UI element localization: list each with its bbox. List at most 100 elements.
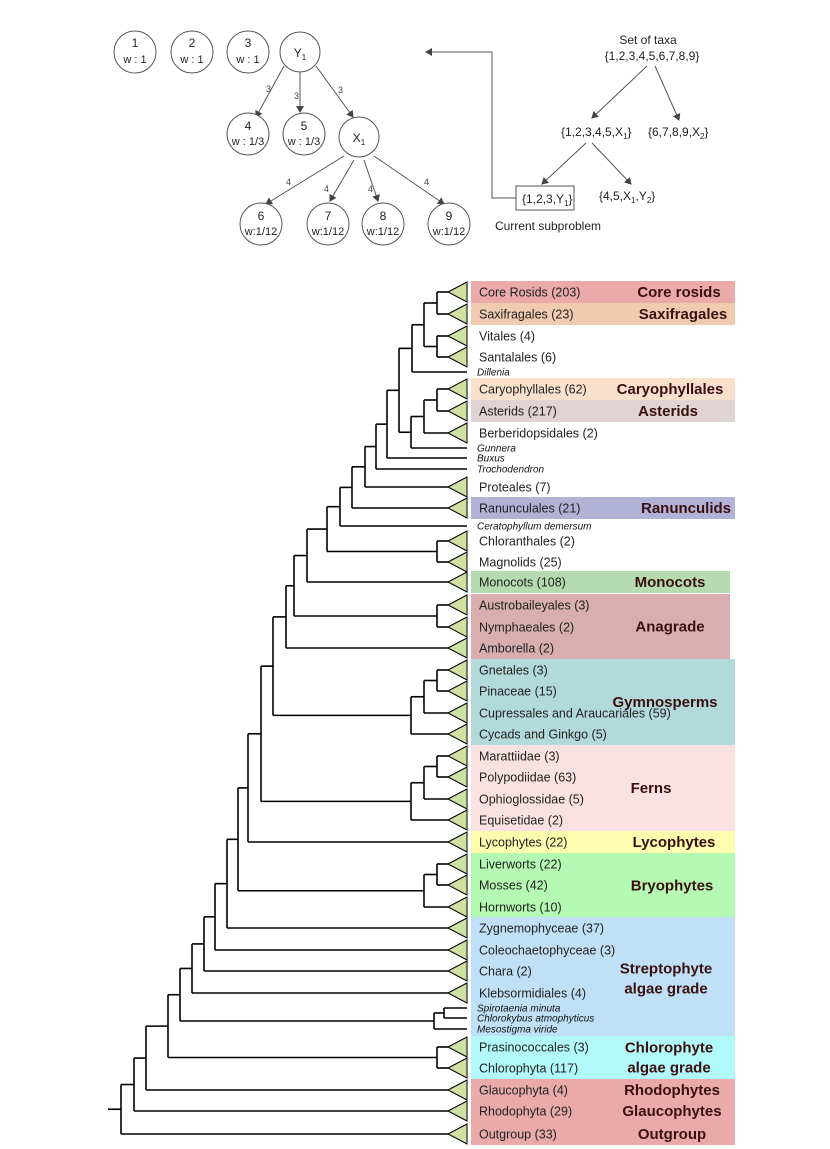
collapsed-clade-triangle [446,745,468,767]
svg-text:3: 3 [245,36,252,50]
collapsed-clade-triangle [446,281,468,303]
svg-text:w : 1/3: w : 1/3 [287,136,320,148]
leaf-label: Vitales (4) [479,330,535,344]
weighted-tree-edge-weights: 3 3 3 4 4 4 4 [266,84,429,194]
leaf-label: Buxus [477,454,505,465]
group-label: Saxifragales [639,306,727,323]
edge-y1-x1 [315,65,354,118]
node-8: 8 w:1/12 [361,202,405,246]
collapsed-clade-triangle [446,809,468,831]
leaf-label: Rhodophyta (29) [479,1105,572,1119]
edge-weight-label: 4 [324,184,329,194]
leaf-label: Coleochaetophyceae (3) [479,944,615,958]
collapsed-clade-triangle [446,723,468,745]
group-label: Caryophyllales [617,381,724,398]
leaf-label: Berberidopsidales (2) [479,427,598,441]
leaf-label: Cycads and Ginkgo (5) [479,728,607,742]
collapsed-clade-triangle [446,702,468,724]
svg-text:w:1/12: w:1/12 [244,226,277,238]
edge-weight-label: 4 [424,177,429,187]
leaf-label: Marattiidae (3) [479,750,560,764]
collapsed-clade-triangle [446,551,468,573]
svg-text:7: 7 [325,209,332,223]
leaf-label: Dillenia [477,368,510,379]
collapsed-clade-triangle [446,476,468,498]
set-right: {6,7,8,9,X2} [648,125,709,141]
svg-text:6: 6 [258,209,265,223]
edge-weight-label: 4 [286,177,291,187]
leaf-label: Asterids (217) [479,405,557,419]
group-band [471,303,735,325]
svg-text:2: 2 [189,36,196,50]
collapsed-clade-triangle [446,831,468,853]
node-6: 6 w:1/12 [239,202,283,246]
edge-weight-label: 4 [368,184,373,194]
group-band [471,853,735,918]
leaf-label: Zygnemophyceae (37) [479,922,604,936]
collapsed-clade-triangle [446,400,468,422]
svg-text:8: 8 [380,209,387,223]
phylogeny-tree [108,291,467,1135]
edge-weight-label: 3 [338,85,343,95]
group-label: Chlorophyte [625,1040,713,1057]
collapsed-clade-triangle [446,874,468,896]
collapsed-clade-triangle [446,378,468,400]
leaf-label: Chlorokybus atmophyticus [477,1014,594,1025]
collapsed-clade-triangle [446,917,468,939]
set-decomposition-diagram: Set of taxa {1,2,3,4,5,6,7,8,9} {1,2,3,4… [425,33,709,233]
group-label: algae grade [624,981,707,998]
group-band [471,831,735,853]
collapsed-clade-triangle [446,680,468,702]
leaf-label: Trochodendron [477,465,545,476]
svg-text:X1: X1 [353,131,366,147]
group-labels: Core rosids Saxifragales Caryophyllales Ast… [612,284,731,1143]
leaf-label: Equisetidae (2) [479,814,563,828]
edge-weight-label: 3 [294,91,299,101]
leaf-label: Pinaceae (15) [479,685,557,699]
collapsed-clade-triangle [446,1100,468,1122]
edge-y1-4 [255,65,285,118]
leaf-label: Saxifragales (23) [479,308,574,322]
group-label: Monocots [635,574,706,591]
edge-x1-9 [373,155,445,205]
node-1: 1 w : 1 [113,30,157,74]
leaf-label: Caryophyllales (62) [479,383,587,397]
leaf-label: Hornworts (10) [479,901,562,915]
group-label: Asterids [638,403,698,420]
node-y1: Y1 [279,31,321,73]
svg-text:w : 1: w : 1 [179,54,203,66]
svg-text:w : 1: w : 1 [122,54,146,66]
group-label: Core rosids [637,284,720,301]
set-all: {1,2,3,4,5,6,7,8,9} [605,49,700,63]
node-9: 9 w:1/12 [427,202,471,246]
collapsed-clade-triangle [446,637,468,659]
collapsed-clade-triangle [446,939,468,961]
leaf-label: Santalales (6) [479,351,556,365]
collapsed-clade-triangles [446,281,468,1145]
collapsed-clade-triangle [446,1057,468,1079]
group-band [471,378,735,400]
svg-text:w:1/12: w:1/12 [432,226,465,238]
leaf-label: Chara (2) [479,965,532,979]
group-band [471,659,735,745]
set-title: Set of taxa [619,33,677,47]
leaf-label: Lycophytes (22) [479,836,567,850]
svg-text:w : 1: w : 1 [235,54,259,66]
leaf-label: Mesostigma viride [477,1025,558,1036]
collapsed-clade-triangle [446,422,468,444]
group-label: Outgroup [638,1126,706,1143]
leaf-label: Mosses (42) [479,879,548,893]
collapsed-clade-triangle [446,616,468,638]
leaf-label: Prasinococcales (3) [479,1041,589,1055]
edge-x1-6 [265,155,345,205]
group-band [471,1036,735,1079]
subproblem-a: {1,2,3,Y1} [522,192,573,208]
leaf-label: Chlorophyta (117) [479,1062,578,1076]
svg-text:w:1/12: w:1/12 [311,226,344,238]
svg-text:1: 1 [132,36,139,50]
node-2: 2 w : 1 [170,30,214,74]
group-label: Gymnosperms [612,694,717,711]
group-label: algae grade [627,1060,710,1077]
collapsed-clade-triangle [446,788,468,810]
leaf-label: Liverworts (22) [479,858,562,872]
